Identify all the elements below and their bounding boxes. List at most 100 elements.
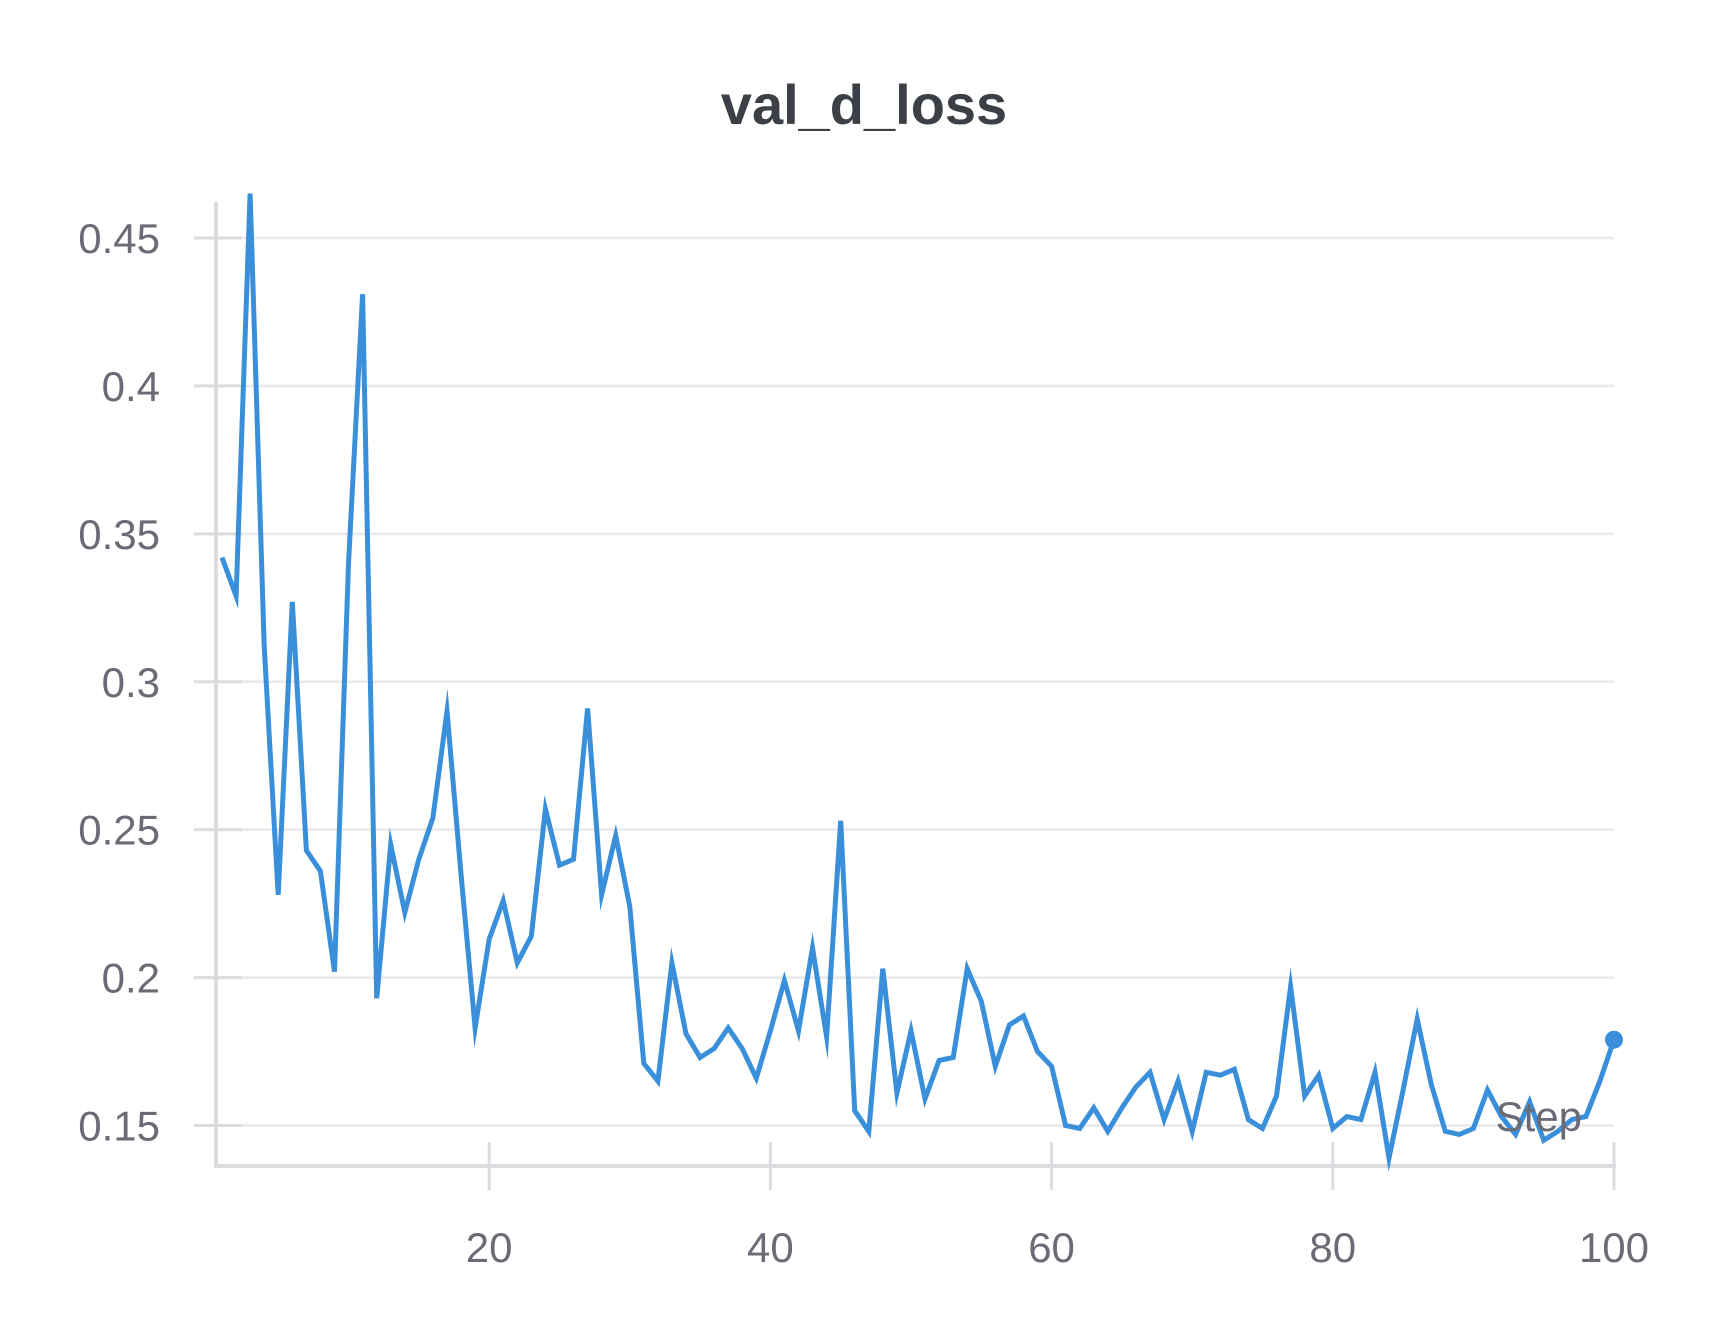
data-point	[908, 1028, 913, 1033]
data-point	[1049, 1064, 1054, 1069]
data-point	[1190, 1129, 1195, 1134]
data-point	[993, 1064, 998, 1069]
data-point	[1316, 1073, 1321, 1078]
data-point	[740, 1046, 745, 1051]
data-point	[1415, 1017, 1420, 1022]
data-point	[1007, 1022, 1012, 1027]
data-point	[1387, 1156, 1392, 1161]
data-point	[1401, 1088, 1406, 1093]
data-point	[1485, 1088, 1490, 1093]
y-tick-labels: 0.15 0.2 0.25 0.3 0.35 0.4 0.45	[78, 215, 160, 1150]
data-point	[444, 709, 449, 714]
data-point	[1358, 1117, 1363, 1122]
data-point	[937, 1058, 942, 1063]
x-tick-label: 40	[747, 1224, 794, 1271]
data-point	[599, 892, 604, 897]
data-point	[473, 1025, 478, 1030]
last-data-point-marker	[1605, 1030, 1623, 1049]
data-point	[1204, 1070, 1209, 1075]
data-point	[557, 863, 562, 868]
y-tick-label: 0.25	[78, 807, 160, 854]
x-tick-labels: 20 40 60 80 100	[466, 1224, 1649, 1271]
data-point	[782, 978, 787, 983]
data-point	[1260, 1126, 1265, 1131]
data-point	[416, 857, 421, 862]
chart-title: val_d_loss	[720, 73, 1008, 136]
data-point	[698, 1055, 703, 1060]
data-point	[318, 869, 323, 874]
data-point	[768, 1028, 773, 1033]
y-tick-label: 0.4	[102, 363, 160, 410]
data-point	[248, 191, 253, 196]
data-point	[1443, 1129, 1448, 1134]
y-tick-label: 0.15	[78, 1103, 160, 1150]
data-point	[838, 818, 843, 823]
data-point	[234, 593, 239, 598]
x-tick-label: 60	[1028, 1224, 1075, 1271]
data-point	[1148, 1070, 1153, 1075]
data-point	[613, 833, 618, 838]
data-point	[529, 934, 534, 939]
data-point	[1077, 1126, 1082, 1131]
x-axis-title: Step	[1496, 1093, 1582, 1140]
data-point	[1133, 1085, 1138, 1090]
data-point	[1063, 1123, 1068, 1128]
series-line-layer	[219, 191, 1623, 1172]
data-point	[894, 1090, 899, 1095]
data-point	[1246, 1117, 1251, 1122]
data-point	[1162, 1117, 1167, 1122]
data-point	[290, 599, 295, 604]
data-point	[332, 969, 337, 974]
data-point	[684, 1031, 689, 1036]
data-point	[1232, 1067, 1237, 1072]
data-point	[276, 892, 281, 897]
data-point	[388, 842, 393, 847]
x-tick-label: 100	[1579, 1224, 1649, 1271]
data-point	[1091, 1105, 1096, 1110]
data-point	[1583, 1114, 1588, 1119]
data-point	[641, 1061, 646, 1066]
data-point	[262, 644, 267, 649]
data-point	[866, 1129, 871, 1134]
data-point	[1372, 1070, 1377, 1075]
axes	[194, 202, 1616, 1190]
data-point	[1105, 1129, 1110, 1134]
data-point	[360, 292, 365, 297]
data-point	[304, 848, 309, 853]
data-point	[1176, 1079, 1181, 1084]
data-point	[1471, 1126, 1476, 1131]
series-line	[219, 193, 1617, 1172]
data-point	[852, 1108, 857, 1113]
data-point	[402, 910, 407, 915]
data-point	[1288, 984, 1293, 989]
x-tick-label: 20	[466, 1224, 513, 1271]
data-point	[585, 706, 590, 711]
data-point	[810, 946, 815, 951]
data-point	[979, 999, 984, 1004]
data-point	[951, 1055, 956, 1060]
data-point	[1597, 1079, 1602, 1084]
y-tick-label: 0.45	[78, 215, 160, 262]
data-point	[1274, 1093, 1279, 1098]
data-point	[374, 996, 379, 1001]
grid-lines	[215, 236, 1614, 1127]
data-point	[923, 1096, 928, 1101]
data-point	[965, 966, 970, 971]
y-tick-label: 0.35	[78, 511, 160, 558]
data-point	[796, 1028, 801, 1033]
data-point	[824, 1034, 829, 1039]
data-point	[1119, 1105, 1124, 1110]
data-point	[712, 1046, 717, 1051]
data-point	[459, 872, 464, 877]
data-point	[726, 1025, 731, 1030]
data-point	[1035, 1049, 1040, 1054]
data-point	[754, 1076, 759, 1081]
data-point	[669, 960, 674, 965]
data-point	[1330, 1126, 1335, 1131]
data-point	[627, 904, 632, 909]
data-point	[220, 555, 225, 560]
y-tick-label: 0.2	[102, 955, 160, 1002]
data-point	[515, 960, 520, 965]
data-point	[1429, 1082, 1434, 1087]
